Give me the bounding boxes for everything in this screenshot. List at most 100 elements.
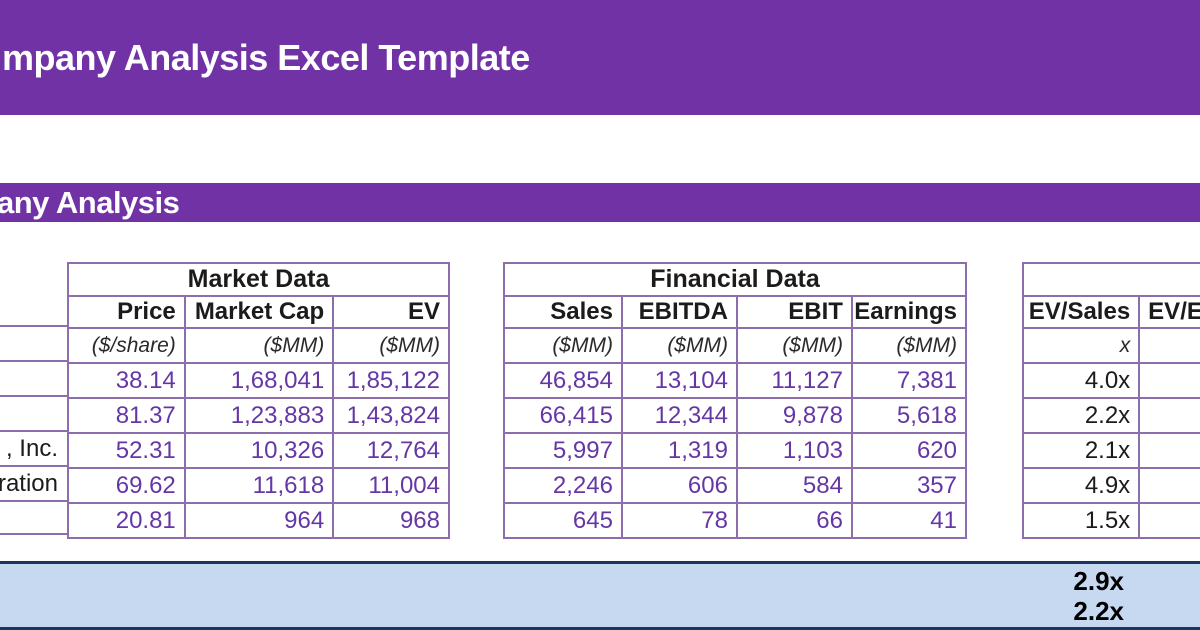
value-cell: 12,764 xyxy=(332,434,448,467)
value-cell: 4.9x xyxy=(1084,471,1131,499)
column-header: EV/Sales xyxy=(1028,298,1131,325)
table-row: 69.62 11,618 11,004 xyxy=(69,467,448,502)
section-banner: any Analysis xyxy=(0,183,1200,222)
column-header: EV/E xyxy=(1138,297,1200,327)
market-data-table: Market Data Price Market Cap EV ($/share… xyxy=(67,262,450,539)
multiples-table: EV/Sales EV/E x 4.0x 2.2x 2.1x 4.9x 1.5x xyxy=(1022,262,1200,539)
units-row: x xyxy=(1024,327,1200,362)
section-title: any Analysis xyxy=(0,184,180,220)
value-cell: 9,878 xyxy=(735,399,851,432)
value-cell: 41 xyxy=(850,504,965,537)
value-cell: 1.5x xyxy=(1084,506,1131,534)
column-header: EBITDA xyxy=(620,297,736,327)
company-name-cell: ration xyxy=(0,465,67,500)
company-name-cell xyxy=(0,325,67,360)
table-title: Financial Data xyxy=(650,265,820,293)
company-name-cell xyxy=(0,500,67,535)
unit-cell: ($/share) xyxy=(91,333,176,357)
table-row: 52.31 10,326 12,764 xyxy=(69,432,448,467)
value-cell xyxy=(1138,364,1200,397)
unit-cell: ($MM) xyxy=(332,329,448,362)
value-cell: 5,997 xyxy=(552,436,613,464)
table-title-row xyxy=(1024,264,1200,295)
value-cell: 968 xyxy=(332,504,448,537)
unit-cell xyxy=(1138,329,1200,362)
table-row: 2.1x xyxy=(1024,432,1200,467)
value-cell xyxy=(1138,469,1200,502)
value-cell xyxy=(1138,434,1200,467)
value-cell: 46,854 xyxy=(539,366,613,394)
unit-cell: ($MM) xyxy=(620,329,736,362)
column-header: Market Cap xyxy=(183,297,332,327)
table-title-row: Market Data xyxy=(69,264,448,295)
table-row: 81.37 1,23,883 1,43,824 xyxy=(69,397,448,432)
table-row: 1.5x xyxy=(1024,502,1200,537)
value-cell: 38.14 xyxy=(115,366,176,394)
table-title: Market Data xyxy=(187,265,330,293)
value-cell: 78 xyxy=(620,504,736,537)
page-title: mpany Analysis Excel Template xyxy=(2,36,530,78)
value-cell: 2.1x xyxy=(1084,436,1131,464)
table-row: 2.2x xyxy=(1024,397,1200,432)
company-name-cell xyxy=(0,360,67,395)
top-banner: mpany Analysis Excel Template xyxy=(0,0,1200,115)
value-cell: 584 xyxy=(735,469,851,502)
value-cell: 11,618 xyxy=(183,469,332,502)
table-row: 4.9x xyxy=(1024,467,1200,502)
value-cell xyxy=(1138,504,1200,537)
table-row: 5,997 1,319 1,103 620 xyxy=(505,432,965,467)
table-row: 2,246 606 584 357 xyxy=(505,467,965,502)
value-cell: 645 xyxy=(572,506,613,534)
column-header: EV xyxy=(332,297,448,327)
company-column: , Inc. ration xyxy=(0,325,67,535)
column-header: Earnings xyxy=(850,297,965,327)
value-cell: 2.2x xyxy=(1084,401,1131,429)
column-header-row: EV/Sales EV/E xyxy=(1024,295,1200,327)
value-cell: 1,43,824 xyxy=(332,399,448,432)
column-header: Price xyxy=(117,298,176,325)
table-row: 38.14 1,68,041 1,85,122 xyxy=(69,362,448,397)
value-cell: 66 xyxy=(735,504,851,537)
table-row: 46,854 13,104 11,127 7,381 xyxy=(505,362,965,397)
unit-cell: x xyxy=(1119,333,1131,357)
value-cell: 12,344 xyxy=(620,399,736,432)
units-row: ($/share) ($MM) ($MM) xyxy=(69,327,448,362)
table-row: 645 78 66 41 xyxy=(505,502,965,537)
value-cell: 5,618 xyxy=(850,399,965,432)
value-cell: 11,127 xyxy=(735,364,851,397)
value-cell: 1,68,041 xyxy=(183,364,332,397)
value-cell xyxy=(1138,399,1200,432)
value-cell: 4.0x xyxy=(1084,366,1131,394)
value-cell: 13,104 xyxy=(620,364,736,397)
table-row: 66,415 12,344 9,878 5,618 xyxy=(505,397,965,432)
units-row: ($MM) ($MM) ($MM) ($MM) xyxy=(505,327,965,362)
column-header-row: Price Market Cap EV xyxy=(69,295,448,327)
value-cell: 357 xyxy=(850,469,965,502)
company-name-cell: , Inc. xyxy=(0,430,67,465)
value-cell: 1,85,122 xyxy=(332,364,448,397)
value-cell: 620 xyxy=(850,434,965,467)
value-cell: 66,415 xyxy=(539,401,613,429)
value-cell: 7,381 xyxy=(850,364,965,397)
value-cell: 1,319 xyxy=(620,434,736,467)
summary-band: 2.9x 2.2x xyxy=(0,561,1200,630)
value-cell: 606 xyxy=(620,469,736,502)
value-cell: 11,004 xyxy=(332,469,448,502)
column-header: Sales xyxy=(550,298,613,325)
value-cell: 52.31 xyxy=(115,436,176,464)
unit-cell: ($MM) xyxy=(552,333,613,357)
value-cell: 964 xyxy=(183,504,332,537)
summary-values: 2.9x 2.2x xyxy=(1022,566,1130,626)
unit-cell: ($MM) xyxy=(183,329,332,362)
value-cell: 20.81 xyxy=(115,506,176,534)
company-name-cell xyxy=(0,395,67,430)
table-title-row: Financial Data xyxy=(505,264,965,295)
unit-cell: ($MM) xyxy=(735,329,851,362)
table-row: 4.0x xyxy=(1024,362,1200,397)
value-cell: 2,246 xyxy=(552,471,613,499)
value-cell: 1,103 xyxy=(735,434,851,467)
financial-data-table: Financial Data Sales EBITDA EBIT Earning… xyxy=(503,262,967,539)
table-title xyxy=(1024,264,1200,295)
unit-cell: ($MM) xyxy=(850,329,965,362)
summary-value: 2.9x xyxy=(1073,565,1124,596)
